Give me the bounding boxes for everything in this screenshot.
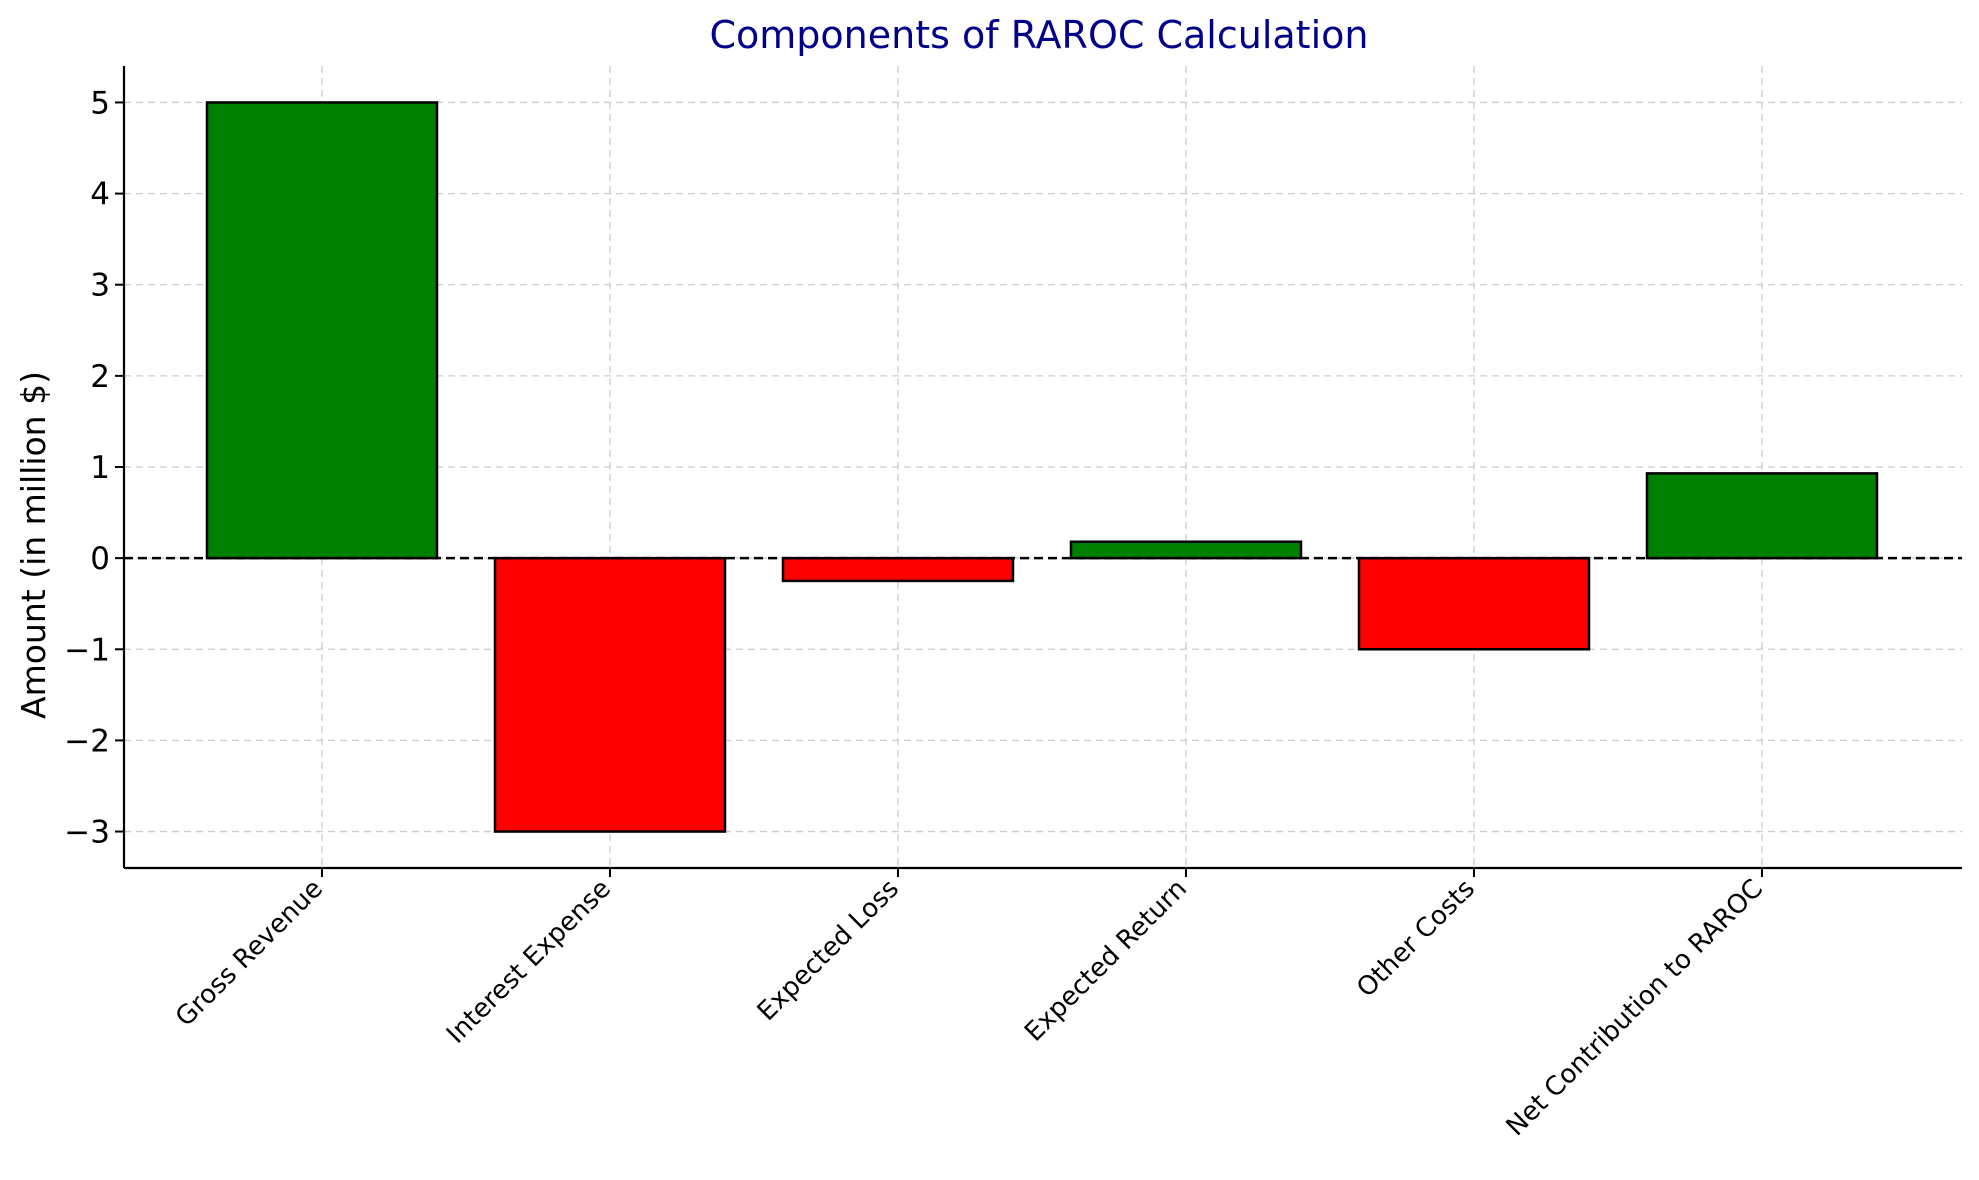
- bar-expected-return: [1069, 540, 1303, 560]
- y-tick-label: −2: [64, 723, 110, 759]
- y-tick-label: 4: [90, 177, 110, 213]
- bars: [124, 101, 1962, 833]
- y-tick-label: −3: [64, 815, 110, 851]
- x-tick-label: Other Costs: [1351, 874, 1481, 1004]
- bar-gross-revenue: [205, 101, 439, 560]
- y-tick-label: −1: [64, 632, 110, 668]
- bar-interest-expense: [493, 556, 727, 833]
- bar-other-costs: [1357, 556, 1591, 651]
- y-tick-label: 0: [90, 541, 110, 577]
- bar-expected-loss: [781, 556, 1015, 583]
- y-tick-label: 5: [90, 85, 110, 121]
- y-tick-label: 1: [90, 450, 110, 486]
- x-tick-label: Expected Loss: [752, 874, 905, 1027]
- axes: [115, 66, 1962, 877]
- y-tick-label: 2: [90, 359, 110, 395]
- y-axis-label: Amount (in million $): [14, 371, 53, 719]
- x-tick-label: Interest Expense: [441, 874, 617, 1050]
- y-tick-label: 3: [90, 268, 110, 304]
- chart-title: Components of RAROC Calculation: [710, 13, 1369, 57]
- x-tick-label: Gross Revenue: [170, 874, 329, 1033]
- x-tick-label: Expected Return: [1019, 874, 1193, 1048]
- bar-net-contribution-to-raroc: [1645, 472, 1879, 560]
- x-tick-label: Net Contribution to RAROC: [1501, 874, 1769, 1142]
